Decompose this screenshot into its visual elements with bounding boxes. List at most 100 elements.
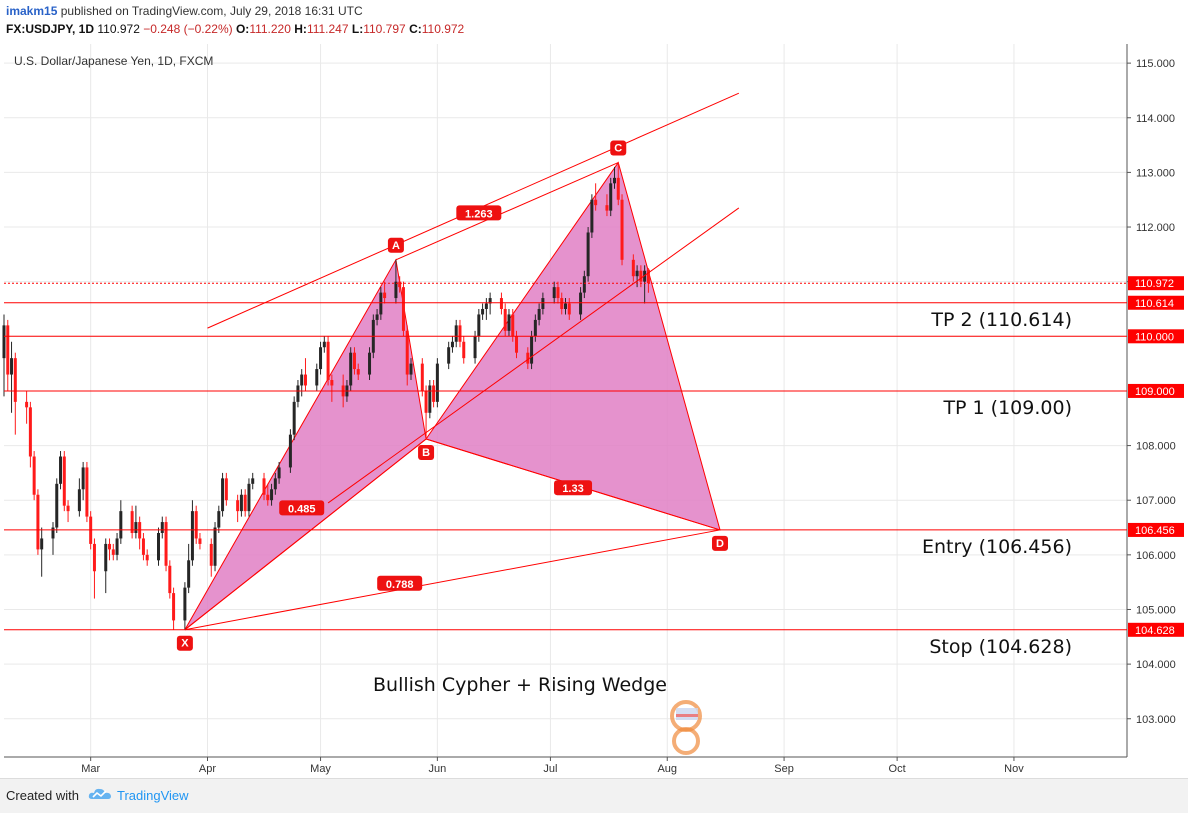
candle-body (25, 401, 29, 408)
level-text: Entry (106.456) (922, 536, 1072, 558)
low-label: L: (351, 22, 364, 36)
price-axis[interactable]: 103.000 104.000 105.000 106.000 107.000 108.0… (1127, 58, 1184, 726)
pivot-label: A (392, 240, 400, 252)
candle-body (356, 369, 360, 375)
candle-body (190, 511, 194, 561)
candle-body (590, 199, 594, 233)
candle-body (296, 385, 300, 402)
pattern-line-xd (184, 529, 721, 631)
x-tick-label: Mar (81, 763, 100, 775)
candle-body (104, 543, 108, 572)
candle-body (401, 287, 405, 331)
candle-body (243, 494, 247, 512)
tradingview-cloud-icon[interactable] (88, 786, 112, 807)
candle-body (424, 390, 428, 413)
y-tick-label: 112.000 (1136, 222, 1175, 234)
candle-body (515, 336, 519, 353)
x-tick-label: Aug (657, 763, 677, 775)
level-text: TP 1 (109.00) (942, 397, 1072, 419)
candle-body (239, 494, 243, 512)
candle-body (292, 401, 296, 435)
candle-body (481, 308, 485, 315)
time-axis[interactable]: Mar Apr May Jun Jul Aug Sep Oct Nov (81, 757, 1024, 775)
candle-body (300, 374, 304, 386)
candle-body (330, 380, 334, 386)
x-tick-label: Jun (428, 763, 446, 775)
price-badge (1128, 622, 1184, 637)
candle-body (273, 478, 277, 490)
price-chart[interactable]: U.S. Dollar/Japanese Yen, 1D, FXCM TP 2 … (0, 0, 1188, 778)
open-value: 111.220 (249, 22, 291, 36)
candle-body (157, 532, 161, 561)
candle-body (262, 478, 266, 495)
candle-body (560, 298, 564, 309)
candle-body (639, 270, 643, 282)
candle-body (315, 369, 319, 386)
pattern-annotation: Bullish Cypher + Rising Wedge (373, 674, 667, 696)
price-badge-label: 110.000 (1135, 331, 1174, 343)
y-tick-label: 114.000 (1136, 113, 1175, 125)
close-label: C: (409, 22, 422, 36)
candle-body (526, 352, 530, 364)
candle-body (247, 483, 251, 512)
candle-body (484, 303, 488, 309)
candle-body (288, 434, 292, 468)
candle-body (594, 199, 598, 206)
candle-body (108, 543, 112, 550)
candle-body (477, 314, 481, 337)
pivot-label: C (614, 143, 622, 155)
price-badge (1128, 329, 1184, 344)
candle-body (319, 347, 323, 370)
candle-body (368, 352, 372, 375)
candle-body (277, 467, 281, 479)
candle-body (375, 314, 379, 320)
candle-body (85, 467, 89, 517)
candle-body (6, 325, 10, 375)
author-link[interactable]: imakm15 (6, 4, 58, 18)
ratio-label: 1.33 (562, 483, 583, 495)
candle-body (59, 456, 63, 484)
candle-body (620, 199, 624, 260)
ratio-marker (456, 205, 502, 221)
candle-body (221, 478, 225, 512)
candle-body (213, 527, 217, 566)
candle-body (28, 407, 32, 457)
level-text: Stop (104.628) (929, 636, 1072, 658)
high-label: H: (294, 22, 307, 36)
candle-body (530, 336, 534, 364)
candle-body (322, 341, 326, 348)
candle-body (270, 489, 274, 501)
trendline (327, 207, 740, 504)
pattern-triangle-xab (184, 258, 427, 631)
candle-body (507, 314, 511, 331)
candle-body (503, 308, 507, 331)
candle-body (447, 347, 451, 364)
candle-body (556, 287, 560, 299)
candle-body (582, 276, 586, 293)
x-tick-label: Nov (1004, 763, 1024, 775)
ratio-label: 0.788 (386, 579, 414, 591)
candle-body (198, 538, 202, 544)
ratio-labels: 0.485 1.263 1.33 0.788 (279, 205, 593, 591)
candle-body (616, 177, 620, 200)
price-badge-label: 110.972 (1135, 278, 1174, 290)
candle-body (552, 287, 556, 299)
candle-body (499, 298, 503, 309)
candle-body (394, 281, 398, 299)
candle-body (420, 363, 424, 391)
y-tick-label: 103.000 (1136, 714, 1176, 726)
candle-body (579, 292, 583, 315)
candle-body (168, 565, 172, 594)
candle-body (77, 489, 81, 512)
x-tick-label: Sep (774, 763, 794, 775)
price-badge-label: 109.000 (1135, 386, 1175, 398)
candle-body (428, 385, 432, 413)
candle-body (612, 177, 616, 184)
y-tick-label: 104.000 (1136, 659, 1176, 671)
candle-body (488, 298, 492, 304)
tradingview-link[interactable]: TradingView (117, 788, 189, 803)
pivot-marker (176, 635, 193, 651)
candle-body (141, 538, 145, 555)
y-tick-label: 105.000 (1136, 604, 1176, 616)
candle-body (473, 336, 477, 359)
